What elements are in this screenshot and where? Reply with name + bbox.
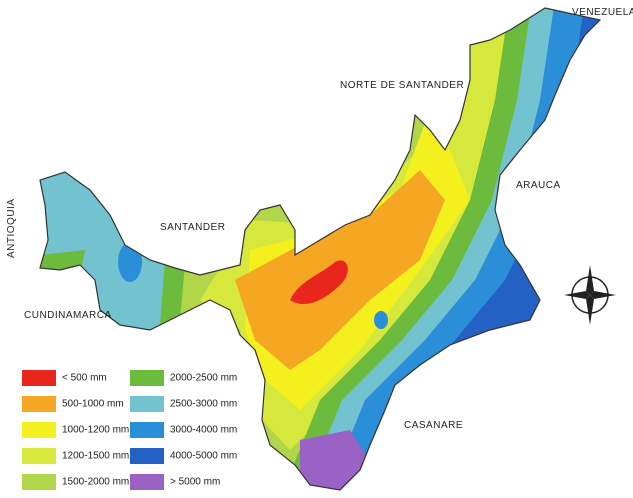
region-label: CASANARE bbox=[404, 420, 463, 431]
zone bbox=[160, 260, 185, 325]
legend-label: 2500-3000 mm bbox=[170, 399, 237, 410]
region-label: ANTIOQUIA bbox=[6, 198, 17, 258]
legend-swatch bbox=[22, 474, 56, 490]
legend-swatch bbox=[22, 422, 56, 438]
legend-label: 500-1000 mm bbox=[62, 399, 124, 410]
zone bbox=[290, 260, 348, 305]
legend-swatch bbox=[130, 370, 164, 386]
legend-label: 1000-1200 mm bbox=[62, 425, 129, 436]
legend-swatch bbox=[22, 396, 56, 412]
boundary bbox=[39, 7, 602, 491]
legend-swatch bbox=[22, 370, 56, 386]
region-label: ARAUCA bbox=[516, 180, 561, 191]
legend-swatch bbox=[130, 474, 164, 490]
region-label: CUNDINAMARCA bbox=[24, 310, 112, 321]
legend-swatch bbox=[130, 448, 164, 464]
legend-swatch bbox=[130, 422, 164, 438]
legend-label: 1200-1500 mm bbox=[62, 451, 129, 462]
legend-label: 4000-5000 mm bbox=[170, 451, 237, 462]
legend-swatch bbox=[130, 396, 164, 412]
legend: < 500 mm 500-1000 mm 1000-1200 mm 1200-1500… bbox=[22, 370, 237, 490]
region-label: VENEZUELA bbox=[572, 7, 633, 18]
legend-label: > 5000 mm bbox=[170, 477, 220, 488]
zone bbox=[374, 311, 388, 329]
legend-label: < 500 mm bbox=[62, 373, 107, 384]
compass bbox=[564, 265, 616, 325]
region-label: NORTE DE SANTANDER bbox=[340, 80, 464, 91]
legend-swatch bbox=[22, 448, 56, 464]
legend-label: 3000-4000 mm bbox=[170, 425, 237, 436]
region-label: SANTANDER bbox=[160, 222, 225, 233]
legend-label: 2000-2500 mm bbox=[170, 373, 237, 384]
legend-label: 1500-2000 mm bbox=[62, 477, 129, 488]
